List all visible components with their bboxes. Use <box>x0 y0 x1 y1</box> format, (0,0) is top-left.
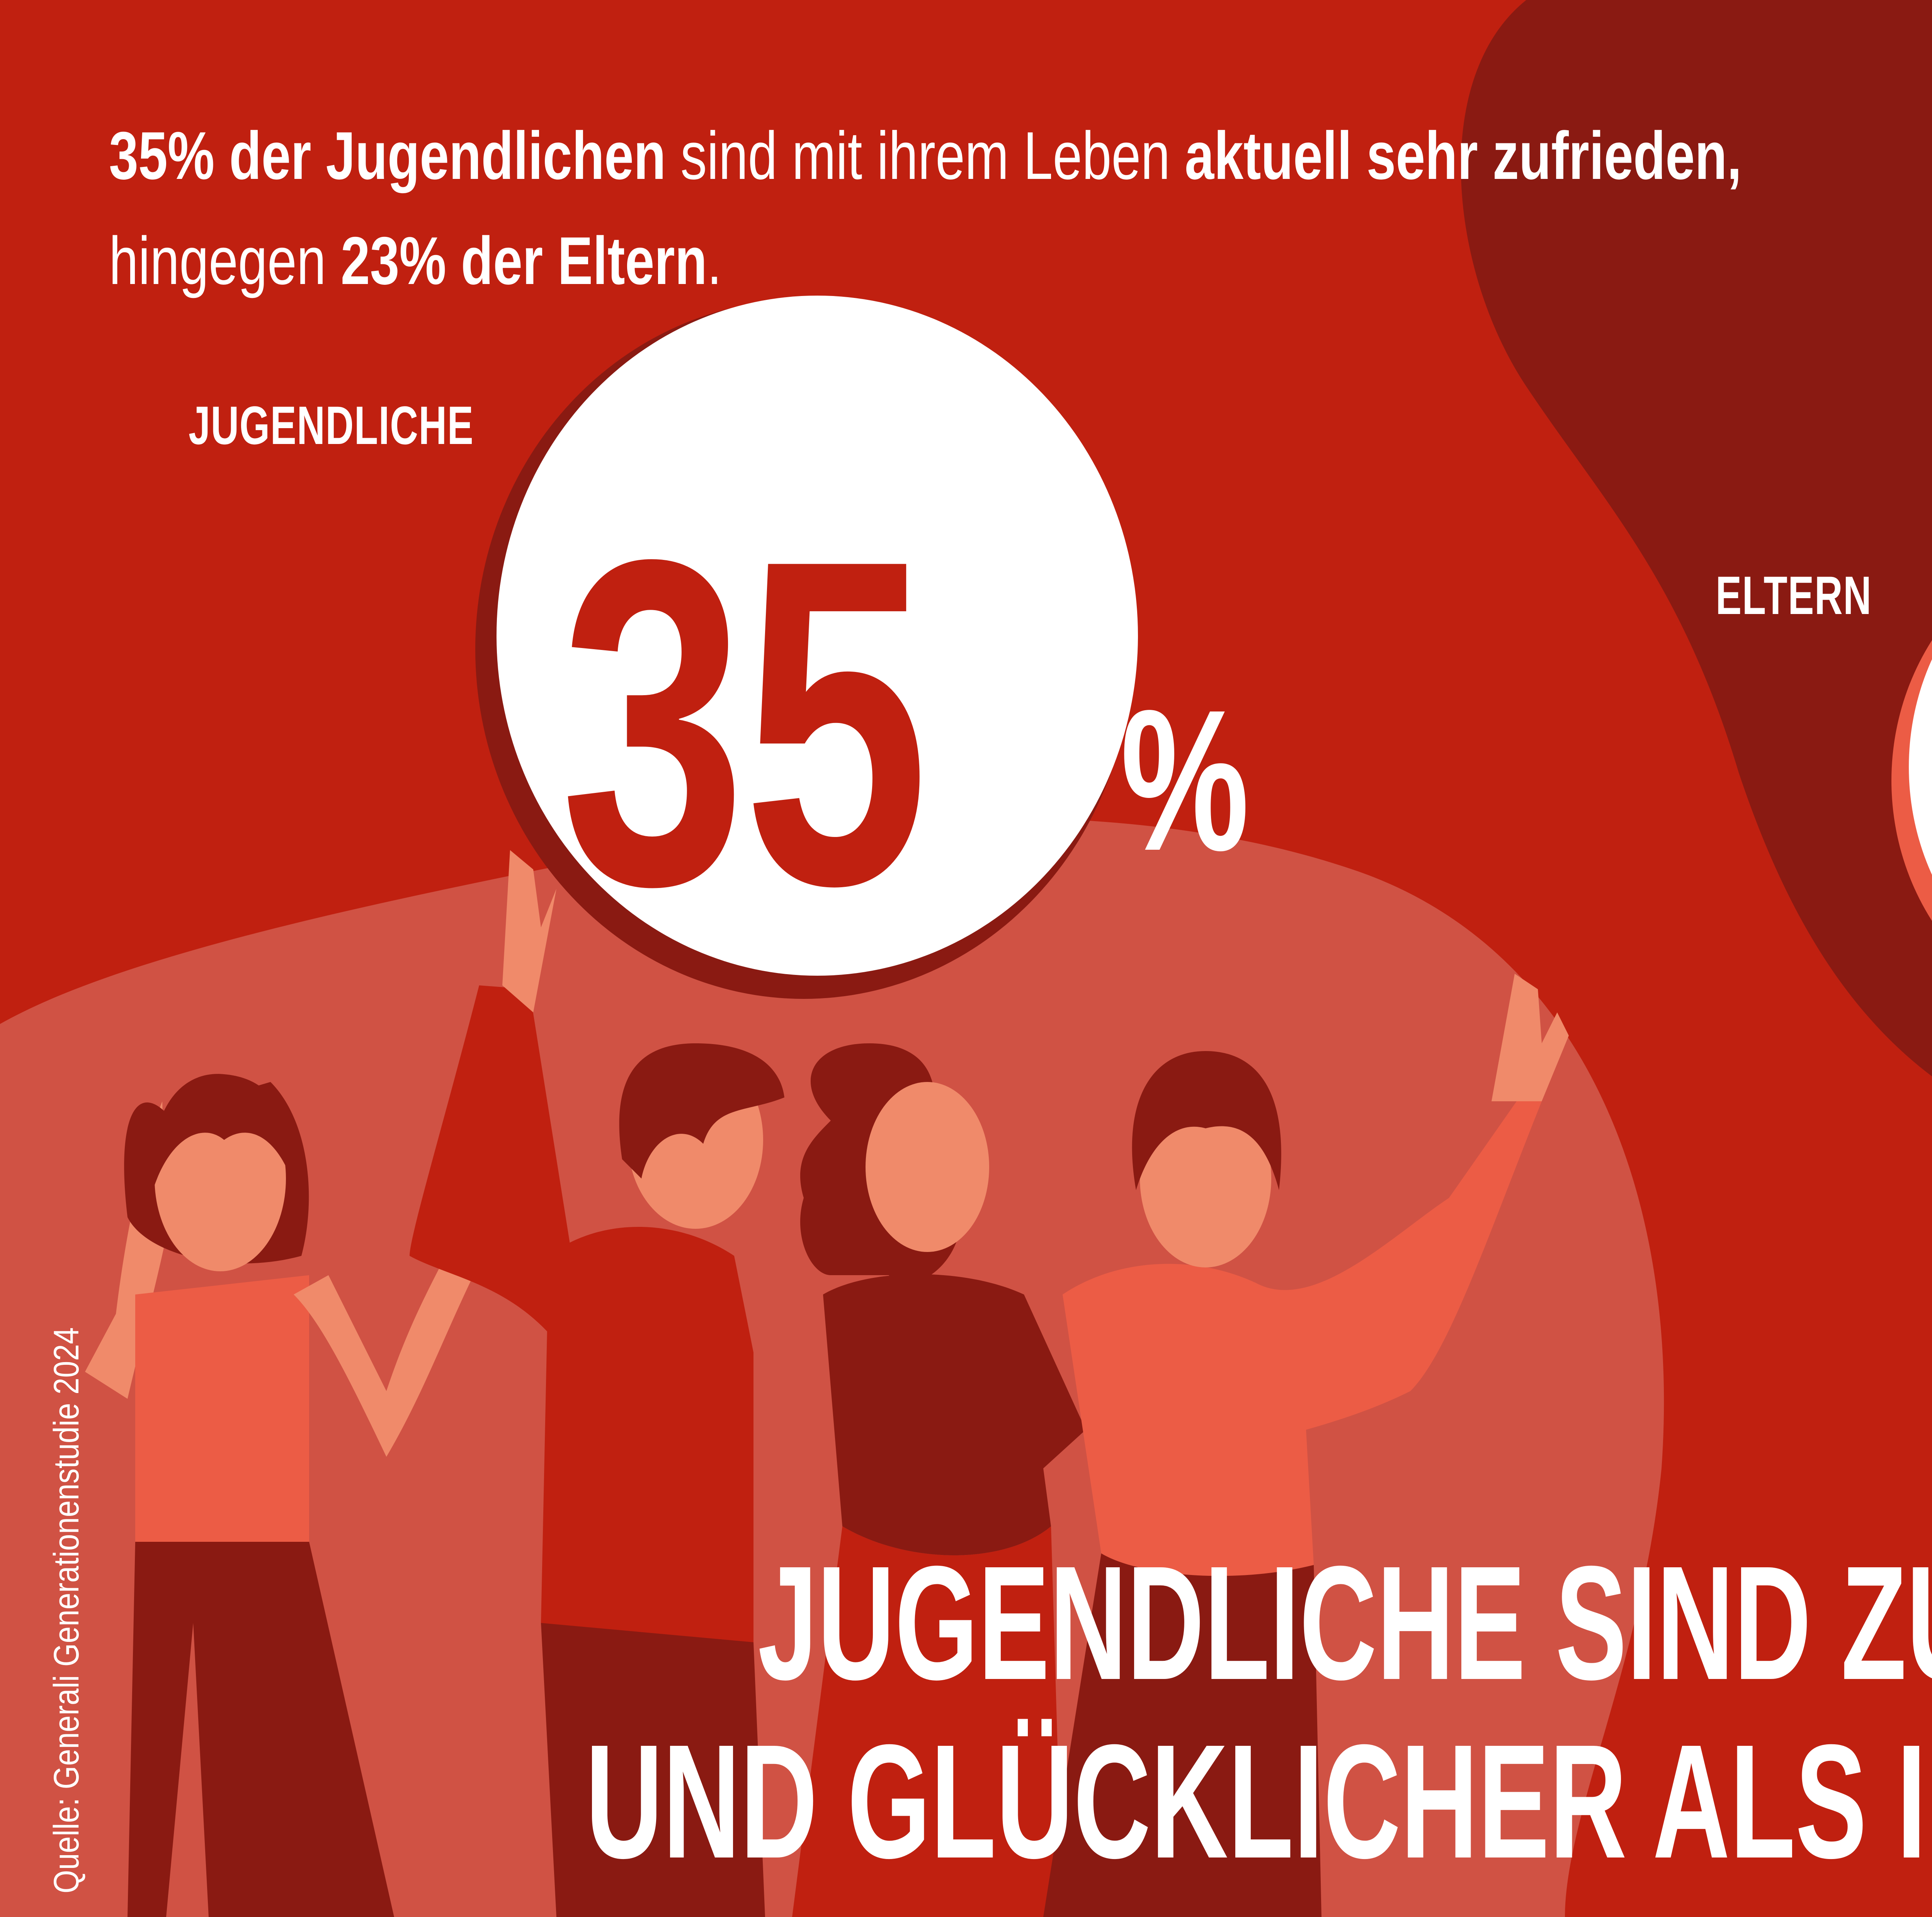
circle-23 <box>1909 659 1932 875</box>
intro-highlight-youth: 35% der Jugendlichen <box>109 118 666 194</box>
intro-line-1: 35% der Jugendlichen sind mit ihrem Lebe… <box>109 104 1857 209</box>
intro-text-light-2: hingegen <box>109 223 341 299</box>
headline-line-1: JUGENDLICHE SIND ZUFRIEDENER <box>758 1533 1932 1714</box>
intro-text: 35% der Jugendlichen sind mit ihrem Lebe… <box>109 104 1857 314</box>
intro-line-2: hingegen 23% der Eltern. <box>109 209 1857 314</box>
source-credit: Quelle: Generali Generationenstudie 2024 <box>47 1327 86 1893</box>
headline: JUGENDLICHE SIND ZUFRIEDENER UND GLÜCKLI… <box>585 1534 1932 1891</box>
intro-text-light: sind mit ihrem Leben <box>666 118 1185 194</box>
headline-line-2: UND GLÜCKLICHER ALS IHRE ELTERN <box>585 1711 1932 1892</box>
intro-highlight-satisfied: aktuell sehr zufrieden, <box>1185 118 1742 194</box>
youth-percentage-value: 35 <box>560 464 929 981</box>
circle-35 <box>497 296 1138 976</box>
parents-label: ELTERN <box>1716 565 1872 626</box>
youth-percent-sign: % <box>1121 668 1249 893</box>
dark-blob-shape <box>1461 0 1932 1077</box>
intro-period: . <box>707 223 722 299</box>
people-illustration <box>85 850 1569 1917</box>
youth-label: JUGENDLICHE <box>189 395 474 456</box>
intro-highlight-parents: 23% der Eltern <box>340 223 707 299</box>
